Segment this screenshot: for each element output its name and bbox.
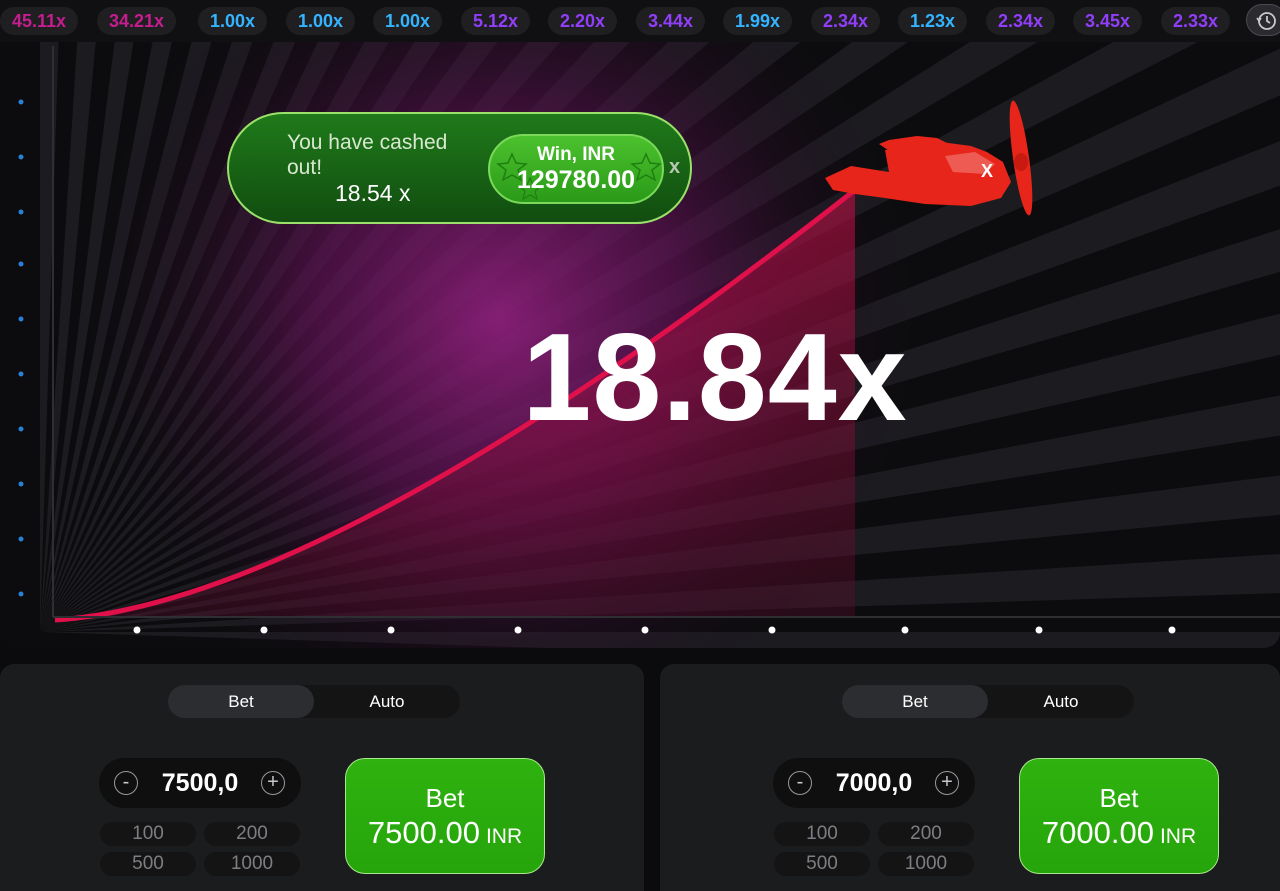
y-axis-ticks xyxy=(18,99,24,597)
bet-button-label: Bet xyxy=(425,783,465,813)
quick-amount-button[interactable]: 1000 xyxy=(204,852,300,876)
history-item: 3.45x xyxy=(1073,7,1143,35)
bet-button-amount: 7000.00 INR xyxy=(1041,815,1197,850)
history-item: 2.20x xyxy=(548,7,618,35)
decrease-stake-button[interactable]: - xyxy=(788,771,812,795)
x-tick-dot xyxy=(387,626,395,634)
history-item: 2.33x xyxy=(1161,7,1231,35)
history-item: 1.00x xyxy=(373,7,443,35)
increase-stake-button[interactable]: + xyxy=(935,771,959,795)
x-tick-dot xyxy=(1035,626,1043,634)
svg-text:X: X xyxy=(981,161,993,181)
plane-icon: X xyxy=(825,100,1033,216)
bet-mode-tabs: Bet Auto xyxy=(168,685,460,718)
bet-panel-1: Bet Auto - 7500,0 + 100 200 500 1000 Bet… xyxy=(0,664,644,891)
y-tick-dot xyxy=(18,481,24,487)
bet-button-label: Bet xyxy=(1099,783,1139,813)
y-tick-dot xyxy=(18,426,24,432)
stake-stepper: - 7500,0 + xyxy=(99,758,301,808)
game-canvas: X 18.84x You have cashed out! 18.54 x Wi… xyxy=(0,42,1280,648)
tab-bet[interactable]: Bet xyxy=(842,685,988,718)
flight-curve xyxy=(54,188,857,623)
win-label: Win, INR xyxy=(537,144,615,165)
x-tick-dot xyxy=(768,626,776,634)
decrease-stake-button[interactable]: - xyxy=(114,771,138,795)
stake-input[interactable]: 7500,0 xyxy=(161,769,239,797)
history-item: 1.00x xyxy=(286,7,356,35)
x-tick-dot xyxy=(1168,626,1176,634)
cashout-notification: You have cashed out! 18.54 x Win, INR 12… xyxy=(227,112,692,224)
win-amount: 129780.00 xyxy=(516,166,636,194)
history-item: 2.34x xyxy=(986,7,1056,35)
currency-label: INR xyxy=(485,825,523,848)
history-item: 1.99x xyxy=(723,7,793,35)
history-item: 34.21x xyxy=(97,7,177,35)
history-toggle-button[interactable] xyxy=(1246,4,1280,36)
place-bet-button[interactable]: Bet 7000.00 INR xyxy=(1019,758,1219,874)
x-tick-dot xyxy=(901,626,909,634)
currency-label: INR xyxy=(1159,825,1197,848)
close-notification-button[interactable]: x xyxy=(669,156,681,178)
y-tick-dot xyxy=(18,99,24,105)
history-item: 5.12x xyxy=(461,7,531,35)
flight-area xyxy=(55,190,855,620)
x-tick-dot xyxy=(260,626,268,634)
y-tick-dot xyxy=(18,261,24,267)
quick-amount-button[interactable]: 500 xyxy=(100,852,196,876)
tab-bet[interactable]: Bet xyxy=(168,685,314,718)
tab-auto[interactable]: Auto xyxy=(369,692,405,711)
win-badge: Win, INR 129780.00 xyxy=(488,134,664,204)
quick-amount-button[interactable]: 200 xyxy=(204,822,300,846)
quick-amount-button[interactable]: 100 xyxy=(774,822,870,846)
cashout-multiplier: 18.54 x xyxy=(335,180,411,206)
stake-stepper: - 7000,0 + xyxy=(773,758,975,808)
place-bet-button[interactable]: Bet 7500.00 INR xyxy=(345,758,545,874)
increase-stake-button[interactable]: + xyxy=(261,771,285,795)
x-axis-ticks xyxy=(133,626,1176,634)
y-tick-dot xyxy=(18,209,24,215)
quick-amount-button[interactable]: 1000 xyxy=(878,852,974,876)
history-item: 3.44x xyxy=(636,7,706,35)
stake-input[interactable]: 7000,0 xyxy=(835,769,913,797)
bet-panel-2: Bet Auto - 7000,0 + 100 200 500 1000 Bet… xyxy=(660,664,1280,891)
x-tick-dot xyxy=(133,626,141,634)
x-tick-dot xyxy=(514,626,522,634)
quick-amount-button[interactable]: 200 xyxy=(878,822,974,846)
quick-amount-button[interactable]: 500 xyxy=(774,852,870,876)
cashout-message: You have cashed out! xyxy=(287,131,448,179)
stars-decoration-icon xyxy=(496,152,662,201)
bet-mode-tabs: Bet Auto xyxy=(842,685,1134,718)
history-item: 2.34x xyxy=(811,7,881,35)
bet-button-amount: 7500.00 INR xyxy=(367,815,523,850)
y-tick-dot xyxy=(18,154,24,160)
tab-auto[interactable]: Auto xyxy=(1043,692,1079,711)
y-tick-dot xyxy=(18,371,24,377)
multiplier-history-bar: 45.11x 34.21x 1.00x 1.00x 1.00x 5.12x 2.… xyxy=(0,0,1280,42)
history-clock-icon xyxy=(1256,12,1276,30)
y-tick-dot xyxy=(18,591,24,597)
y-tick-dot xyxy=(18,316,24,322)
y-tick-dot xyxy=(18,536,24,542)
history-item: 1.23x xyxy=(898,7,968,35)
history-item: 45.11x xyxy=(0,7,79,35)
current-multiplier: 18.84x xyxy=(522,309,908,447)
quick-amount-button[interactable]: 100 xyxy=(100,822,196,846)
history-item: 1.00x xyxy=(198,7,268,35)
x-tick-dot xyxy=(641,626,649,634)
